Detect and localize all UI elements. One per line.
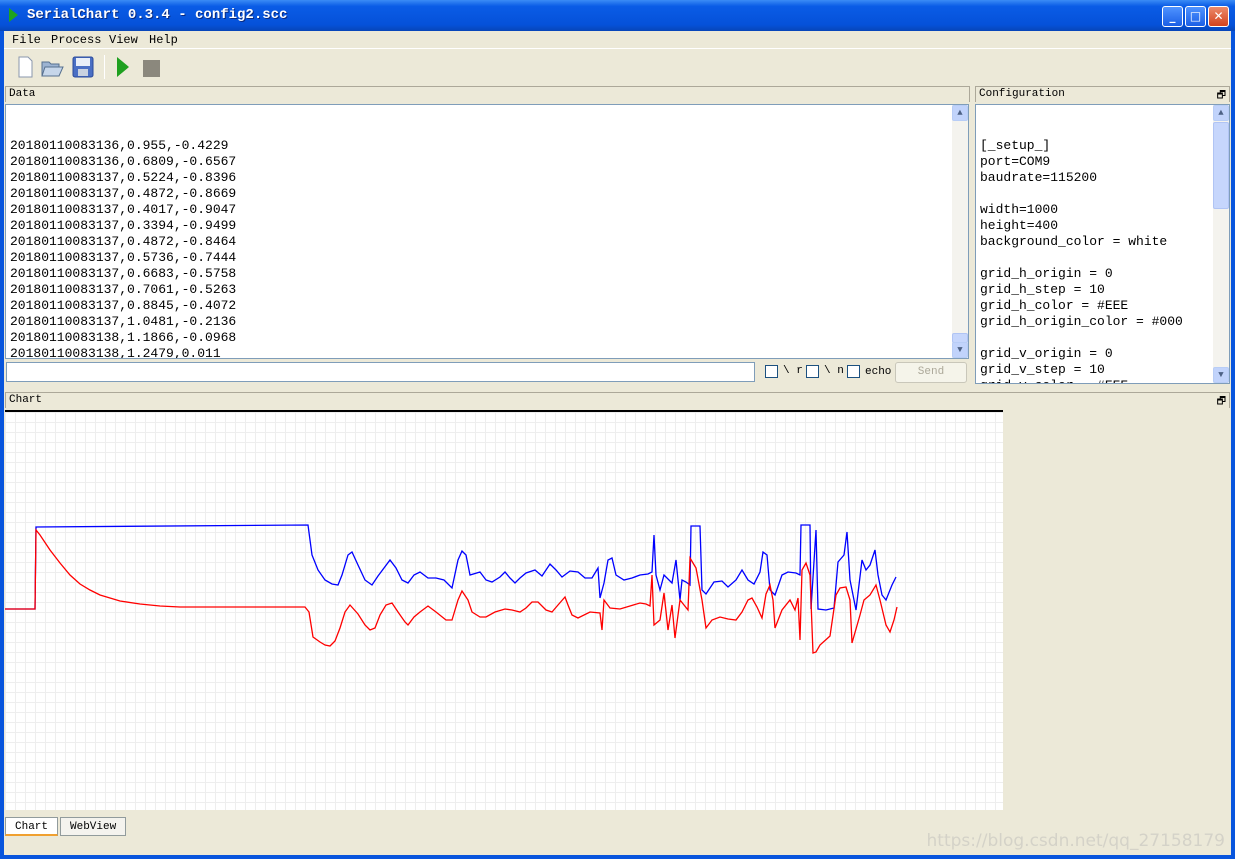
config-lines: [_setup_] port=COM9 baudrate=115200 width=1…: [980, 138, 1225, 383]
lf-checkbox[interactable]: [806, 365, 819, 378]
text-line: 20180110083137,0.4872,-0.8464: [10, 234, 237, 249]
maximize-button[interactable]: □: [1185, 6, 1206, 27]
tab-webview[interactable]: WebView: [60, 817, 127, 836]
scroll-up-icon[interactable]: ▲: [1213, 105, 1229, 121]
text-line: [980, 330, 1225, 346]
config-scrollbar[interactable]: ▲ ▼: [1213, 105, 1229, 383]
config-panel-title: Configuration: [979, 88, 1065, 100]
series-line-1: [5, 528, 898, 654]
series-line-0: [5, 524, 897, 611]
text-line: [980, 250, 1225, 266]
text-line: grid_v_origin = 0: [980, 346, 1113, 361]
text-line: port=COM9: [980, 154, 1051, 169]
text-line: 20180110083137,0.7061,-0.5263: [10, 282, 237, 297]
scroll-down-icon[interactable]: ▼: [1213, 367, 1229, 383]
watermark: https://blog.csdn.net/qq_27158179: [926, 831, 1225, 851]
text-line: grid_h_color = #EEE: [980, 298, 1129, 313]
title-bar: SerialChart 0.3.4 - config2.scc _ □ ✕: [0, 0, 1235, 31]
run-icon[interactable]: [111, 54, 137, 80]
text-line: 20180110083138,1.2479,0.011: [10, 346, 221, 359]
client-area: File Process View Help Data 201801100831…: [4, 31, 1231, 855]
tab-chart[interactable]: Chart: [5, 817, 59, 836]
menu-view[interactable]: View: [109, 33, 138, 47]
cr-label: \ r: [783, 365, 803, 377]
text-line: grid_v_step = 10: [980, 362, 1105, 377]
data-lines: 20180110083136,0.955,-0.4229 201801100831…: [10, 138, 964, 359]
text-line: 20180110083137,0.6683,-0.5758: [10, 266, 237, 281]
menu-bar: File Process View Help: [4, 31, 1231, 49]
menu-file[interactable]: File: [12, 33, 41, 47]
text-line: [_setup_]: [980, 138, 1051, 153]
send-input[interactable]: [6, 362, 755, 382]
float-icon[interactable]: 🗗: [1216, 397, 1226, 408]
data-panel-title: Data: [9, 88, 36, 100]
text-line: 20180110083137,0.3394,-0.9499: [10, 218, 237, 233]
config-editor[interactable]: [_setup_] port=COM9 baudrate=115200 width=1…: [975, 104, 1230, 384]
scroll-down-icon[interactable]: ▼: [952, 342, 968, 358]
config-panel-header: Configuration 🗗: [975, 86, 1230, 102]
data-scrollbar[interactable]: ▲ ▼: [952, 105, 968, 358]
text-line: 20180110083137,0.5224,-0.8396: [10, 170, 237, 185]
chart-panel-header: Chart 🗗: [5, 392, 1230, 408]
text-line: height=400: [980, 218, 1059, 233]
text-line: grid_h_origin_color = #000: [980, 314, 1183, 329]
text-line: 20180110083138,1.1866,-0.0968: [10, 330, 237, 345]
minimize-button[interactable]: _: [1162, 6, 1183, 27]
float-icon[interactable]: 🗗: [1216, 91, 1226, 102]
send-button[interactable]: Send: [895, 362, 967, 383]
text-line: width=1000: [980, 202, 1059, 217]
window-title: SerialChart 0.3.4 - config2.scc: [27, 7, 288, 23]
text-line: grid_h_step = 10: [980, 282, 1105, 297]
new-file-icon[interactable]: [12, 54, 38, 80]
data-panel-header: Data: [5, 86, 970, 102]
menu-help[interactable]: Help: [149, 33, 178, 47]
echo-label: echo: [865, 366, 892, 378]
save-icon[interactable]: [70, 54, 96, 80]
text-line: 20180110083137,0.4017,-0.9047: [10, 202, 237, 217]
scroll-thumb[interactable]: [1213, 122, 1229, 209]
toolbar-separator: [104, 55, 105, 79]
text-line: 20180110083137,0.5736,-0.7444: [10, 250, 237, 265]
text-line: 20180110083137,1.0481,-0.2136: [10, 314, 237, 329]
echo-checkbox[interactable]: [847, 365, 860, 378]
text-line: grid_h_origin = 0: [980, 266, 1113, 281]
menu-process[interactable]: Process: [51, 33, 102, 47]
open-folder-icon[interactable]: [39, 54, 65, 80]
text-line: grid_v_color = #EEE: [980, 378, 1225, 383]
chart-canvas: [5, 410, 1003, 810]
text-line: baudrate=115200: [980, 170, 1098, 185]
text-line: 20180110083136,0.955,-0.4229: [10, 138, 229, 153]
cr-checkbox[interactable]: [765, 365, 778, 378]
text-line: 20180110083137,0.8845,-0.4072: [10, 298, 237, 313]
text-line: [980, 186, 1225, 202]
scroll-up-icon[interactable]: ▲: [952, 105, 968, 121]
text-line: background_color = white: [980, 234, 1168, 249]
stop-icon[interactable]: [139, 54, 165, 80]
text-line: 20180110083137,0.4872,-0.8669: [10, 186, 237, 201]
close-button[interactable]: ✕: [1208, 6, 1229, 27]
chart-panel-title: Chart: [9, 394, 43, 406]
lf-label: \ n: [824, 365, 844, 377]
toolbar: [4, 51, 1231, 83]
text-line: 20180110083136,0.6809,-0.6567: [10, 154, 237, 169]
data-log[interactable]: 20180110083136,0.955,-0.4229 201801100831…: [5, 104, 969, 359]
chart-plot: [5, 524, 898, 654]
app-icon: [9, 8, 18, 22]
